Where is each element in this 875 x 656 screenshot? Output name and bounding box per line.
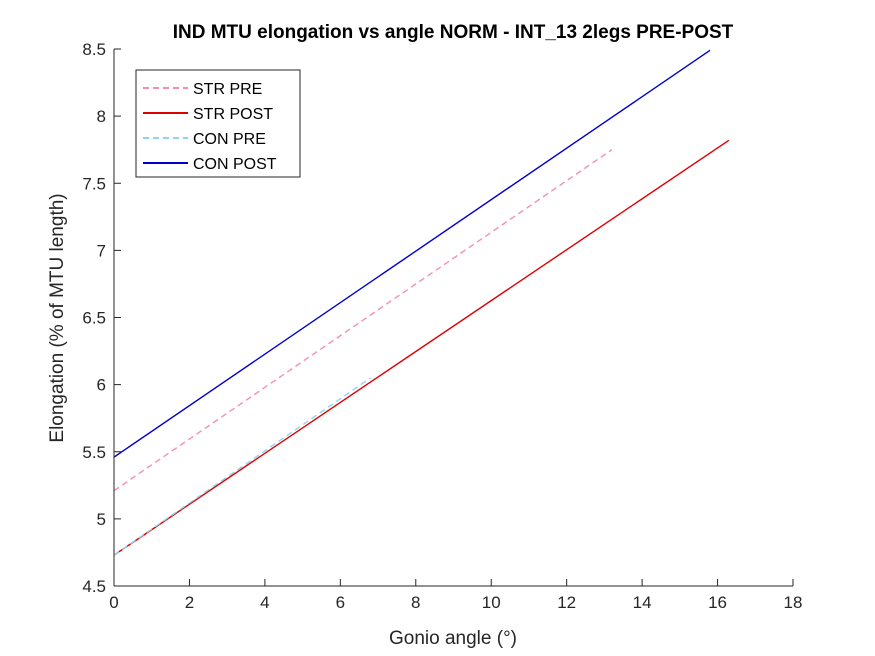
- y-axis-label: Elongation (% of MTU length): [47, 193, 68, 442]
- x-tick-label: 8: [411, 593, 420, 612]
- y-tick-label: 4.5: [82, 577, 106, 596]
- y-tick-label: 7: [97, 241, 106, 260]
- legend-label: CON PRE: [193, 131, 266, 148]
- x-axis-label: Gonio angle (°): [389, 628, 517, 649]
- y-tick-label: 6: [97, 376, 106, 395]
- x-tick-label: 14: [633, 593, 652, 612]
- y-tick-label: 8: [97, 107, 106, 126]
- x-tick-label: 10: [482, 593, 501, 612]
- chart-title: IND MTU elongation vs angle NORM - INT_1…: [173, 22, 734, 43]
- series-line-con-pre: [113, 377, 371, 556]
- x-ticks: 0 2 4 6 8 10 12 14 16 18: [109, 579, 802, 612]
- x-tick-label: 12: [557, 593, 576, 612]
- series-line-str-post: [113, 139, 730, 556]
- series-line-con-post: [113, 49, 711, 458]
- y-ticks: 4.5 5 5.5 6 6.5 7 7.5 8 8.5: [82, 40, 121, 596]
- legend: STR PRE STR POST CON PRE CON POST: [135, 69, 301, 178]
- y-tick-label: 5: [97, 510, 106, 529]
- x-tick-label: 16: [708, 593, 727, 612]
- y-tick-label: 6.5: [82, 309, 106, 328]
- x-tick-label: 18: [784, 593, 803, 612]
- x-tick-label: 2: [185, 593, 194, 612]
- legend-label: CON POST: [193, 156, 277, 173]
- y-tick-label: 5.5: [82, 443, 106, 462]
- x-tick-label: 4: [260, 593, 269, 612]
- series-line-str-pre: [113, 149, 613, 492]
- x-tick-label: 6: [336, 593, 345, 612]
- series-layer: [113, 49, 730, 556]
- legend-items: STR PRE STR POST CON PRE CON POST: [143, 81, 277, 173]
- y-tick-label: 7.5: [82, 174, 106, 193]
- x-tick-label: 0: [109, 593, 118, 612]
- legend-label: STR POST: [193, 106, 273, 123]
- legend-label: STR PRE: [193, 81, 262, 98]
- y-tick-label: 8.5: [82, 40, 106, 59]
